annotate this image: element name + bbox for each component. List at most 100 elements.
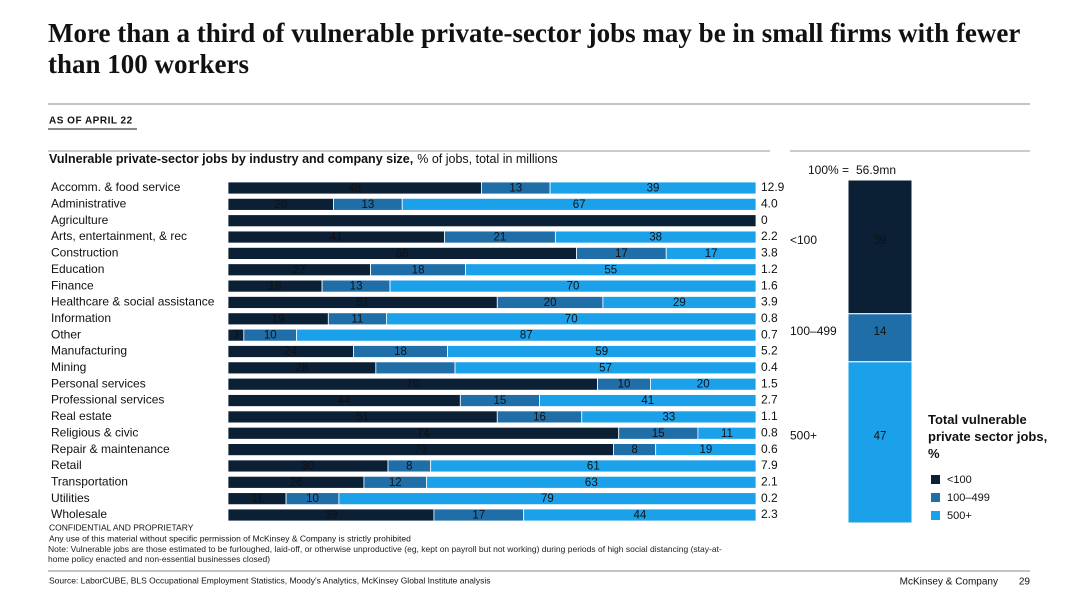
value-label: 87 [520, 330, 533, 342]
date-label: AS OF APRIL 22 [49, 116, 133, 127]
value-label: 30 [302, 460, 315, 472]
value-label: 13 [362, 199, 375, 211]
category-label: Professional services [51, 393, 164, 407]
bar-segment [655, 443, 757, 457]
bar-segment [665, 246, 757, 260]
value-label: 51 [356, 411, 369, 423]
total-label: 2.3 [761, 507, 778, 521]
value-label: 70 [567, 281, 580, 293]
value-label: 51 [356, 297, 369, 309]
bar-segment [426, 475, 757, 489]
value-label: 28 [296, 362, 309, 374]
segment-label: <100 [790, 233, 817, 247]
value-label: 44 [633, 510, 646, 522]
value-label: 15 [652, 428, 665, 440]
category-label: Religious & civic [51, 425, 138, 439]
value-label: 12 [389, 477, 402, 489]
note: Note: Vulnerable jobs are those estimate… [48, 544, 722, 564]
value-label: 18 [394, 346, 407, 358]
total-label: 3.9 [761, 295, 778, 309]
total-label: 5.2 [761, 344, 778, 358]
source: Source: LaborCUBE, BLS Occupational Empl… [49, 575, 490, 585]
chart-title: Vulnerable private-sector jobs by indust… [49, 152, 558, 166]
category-label: Administrative [51, 197, 127, 211]
bar-segment [296, 328, 757, 342]
value-label: 16 [533, 411, 546, 423]
value-label: 55 [604, 264, 617, 276]
total-label: 4.0 [761, 197, 778, 211]
value-label: 41 [330, 232, 343, 244]
category-label: Accomm. & food service [51, 180, 181, 194]
value-label: 10 [264, 330, 277, 342]
total-label: 1.2 [761, 262, 778, 276]
bar-segment [602, 296, 757, 309]
category-label: Transportation [51, 474, 128, 488]
bar-segment [554, 230, 757, 244]
category-label: Manufacturing [51, 344, 127, 358]
value-label: 44 [338, 395, 351, 407]
value-label: 19 [272, 313, 285, 325]
value-label: 27 [293, 264, 306, 276]
bar-segment [539, 394, 757, 407]
category-label: Education [51, 262, 104, 276]
legend-swatch [931, 511, 940, 520]
value-label: 14 [874, 326, 887, 338]
total-label: 2.1 [761, 474, 778, 488]
value-label: 33 [662, 411, 675, 423]
total-label: 0.7 [761, 327, 778, 341]
value-label: 17 [472, 510, 485, 522]
category-label: Arts, entertainment, & rec [51, 229, 187, 243]
company: McKinsey & Company [900, 577, 998, 588]
category-label: Repair & maintenance [51, 442, 170, 456]
bar-segment [389, 279, 757, 293]
value-label: 13 [509, 183, 522, 195]
bar-segment [338, 492, 757, 506]
legend-label: 100–499 [947, 492, 990, 504]
value-label: 20 [544, 297, 557, 309]
value-label: 70 [406, 379, 419, 391]
value-label: 11 [251, 493, 263, 505]
category-label: Construction [51, 246, 118, 260]
total-label: 1.6 [761, 278, 778, 292]
value-label: 20 [697, 379, 710, 391]
value-label: 38 [649, 232, 662, 244]
permission: Any use of this material without specifi… [49, 533, 411, 543]
value-label: 11 [351, 313, 363, 325]
bar-segment [454, 361, 757, 375]
bar-segment [430, 459, 757, 473]
value-label: 26 [290, 477, 303, 489]
total-label: 1.5 [761, 376, 778, 390]
value-label: 8 [631, 444, 637, 456]
category-label: Retail [51, 458, 82, 472]
category-label: Real estate [51, 409, 112, 423]
total-label: 1.1 [761, 409, 778, 423]
bar-segment [401, 197, 757, 211]
bar-segment [581, 410, 757, 424]
category-label: Healthcare & social assistance [51, 295, 215, 309]
total-label: 0 [761, 213, 768, 227]
value-label: 67 [573, 199, 586, 211]
value-label: 73 [414, 444, 427, 456]
value-label: 66 [396, 248, 409, 260]
value-label: 57 [599, 362, 612, 374]
bar-segment [385, 312, 757, 326]
total-label: 100% = [808, 163, 849, 177]
bar-segment [847, 313, 913, 363]
value-label: 15 [494, 395, 507, 407]
value-label: 41 [641, 395, 654, 407]
legend-label: 500+ [947, 510, 972, 522]
value-label: 18 [269, 281, 282, 293]
value-label: 48 [348, 183, 361, 195]
bar-segment [375, 361, 456, 375]
value-label: 13 [350, 281, 363, 293]
value-label: 63 [585, 477, 598, 489]
total-value: 56.9mn [856, 163, 896, 177]
total-label: 0.2 [761, 491, 778, 505]
category-label: Utilities [51, 491, 90, 505]
value-label: 21 [494, 232, 507, 244]
value-label: 70 [565, 313, 578, 325]
confidential: CONFIDENTIAL AND PROPRIETARY [49, 522, 194, 532]
chart-title: Vulnerable private-sector jobs by indust… [49, 152, 413, 166]
